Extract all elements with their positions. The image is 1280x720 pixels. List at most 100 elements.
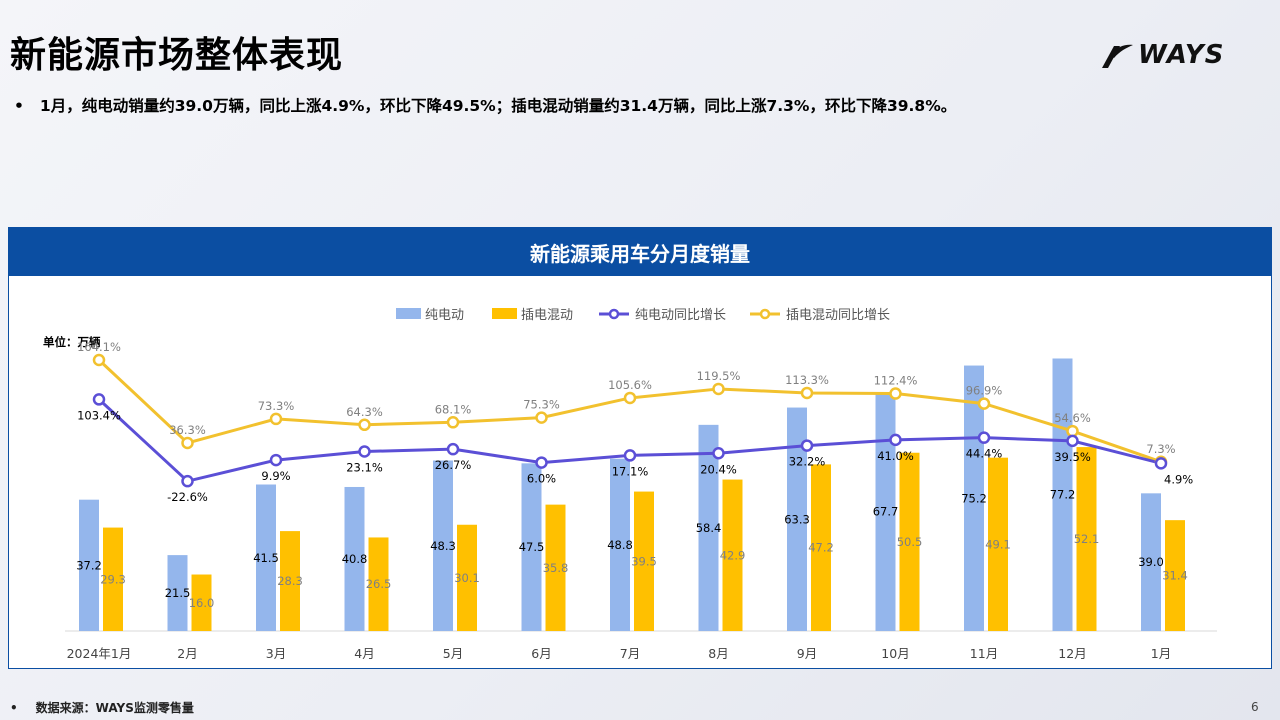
bev-growth-point <box>358 445 371 458</box>
phev-bar-label: 30.1 <box>454 571 480 585</box>
bev-growth-label: 41.0% <box>877 449 914 463</box>
phev-growth-label: 7.3% <box>1146 442 1175 456</box>
footer-source: • 数据来源：WAYS监测零售量 <box>10 699 194 716</box>
phev-growth-point <box>623 391 637 405</box>
phev-bar <box>103 527 123 631</box>
x-tick-label: 1月 <box>1151 646 1171 661</box>
legend-marker-3 <box>759 308 771 320</box>
phev-bar <box>368 537 389 631</box>
phev-growth-label: 75.3% <box>523 398 560 412</box>
phev-growth-point <box>92 353 106 367</box>
bev-bar <box>1141 493 1161 631</box>
phev-bar <box>634 491 654 631</box>
bev-bar-label: 21.5 <box>165 586 191 600</box>
x-tick-label: 2024年1月 <box>67 646 132 661</box>
phev-growth-point <box>800 386 814 400</box>
x-tick-label: 6月 <box>531 646 551 661</box>
phev-bar <box>280 531 300 631</box>
bev-growth-label: 103.4% <box>77 408 121 422</box>
phev-bar <box>457 524 477 631</box>
bev-bar-label: 37.2 <box>76 558 102 572</box>
phev-bar <box>722 479 743 631</box>
bev-bar-label: 48.8 <box>607 538 633 552</box>
bullet-marker: • <box>14 97 24 115</box>
phev-growth-label: 54.6% <box>1054 411 1091 425</box>
bev-growth-label: 6.0% <box>527 472 556 486</box>
bev-bar <box>698 424 719 631</box>
phev-bar-label: 35.8 <box>543 561 569 575</box>
bev-growth-point <box>535 456 548 469</box>
x-tick-label: 2月 <box>177 646 197 661</box>
legend-label-2: 纯电动同比增长 <box>635 308 726 323</box>
bev-bar <box>787 407 807 631</box>
phev-bar-label: 50.5 <box>897 535 923 549</box>
phev-growth-label: 164.1% <box>77 340 121 354</box>
bev-bar <box>167 555 188 631</box>
phev-bar <box>545 504 566 631</box>
bev-bar <box>875 392 896 631</box>
bev-growth-point <box>712 447 725 460</box>
phev-bar-label: 28.3 <box>277 574 303 588</box>
phev-growth-point <box>269 412 283 426</box>
phev-bar-label: 29.3 <box>100 572 126 586</box>
ways-logo-icon <box>1102 44 1133 68</box>
bev-growth-label: 26.7% <box>435 458 472 472</box>
x-tick-label: 9月 <box>797 646 817 661</box>
x-tick-label: 11月 <box>970 646 998 661</box>
phev-bar <box>1076 447 1097 631</box>
phev-bar-label: 39.5 <box>631 554 657 568</box>
bev-growth-label: 20.4% <box>700 462 737 476</box>
bev-bar-label: 58.4 <box>696 521 722 535</box>
x-tick-label: 7月 <box>620 646 640 661</box>
bev-growth-point <box>977 431 991 444</box>
bev-growth-label: -22.6% <box>167 490 208 504</box>
bev-bar <box>79 499 99 631</box>
phev-growth-label: 73.3% <box>258 399 295 413</box>
phev-growth-label: 112.4% <box>874 374 918 388</box>
bev-growth-label: 32.2% <box>789 455 826 469</box>
page-number: 6 <box>1251 700 1259 714</box>
phev-bar <box>1165 520 1185 631</box>
phev-bar <box>899 452 920 631</box>
bev-bar-label: 41.5 <box>253 551 279 565</box>
phev-bar <box>811 464 831 631</box>
bev-bar-label: 63.3 <box>784 512 810 526</box>
footer-marker: • <box>10 701 18 715</box>
phev-bar-label: 42.9 <box>720 548 746 562</box>
x-tick-label: 5月 <box>443 646 463 661</box>
legend-swatch-1 <box>492 308 517 319</box>
bev-bar <box>964 365 984 631</box>
bev-bar <box>433 460 453 631</box>
bev-growth-point <box>800 439 814 452</box>
phev-growth-point <box>1066 424 1079 438</box>
x-tick-label: 3月 <box>266 646 286 661</box>
bev-growth-point <box>446 442 460 456</box>
bev-bar <box>521 463 542 631</box>
bev-growth-point <box>1154 457 1168 470</box>
phev-growth-point <box>358 418 371 432</box>
bev-bar-label: 67.7 <box>873 505 899 519</box>
phev-growth-label: 96.9% <box>966 384 1003 398</box>
phev-bar <box>988 457 1008 631</box>
summary-text: 1月，纯电动销量约39.0万辆，同比上涨4.9%，环比下降49.5%；插电混动销… <box>39 97 957 115</box>
phev-bar-label: 31.4 <box>1162 569 1188 583</box>
phev-growth-point <box>535 411 548 424</box>
phev-growth-label: 105.6% <box>608 378 652 392</box>
phev-growth-label: 64.3% <box>346 405 383 419</box>
phev-growth-point <box>712 382 725 396</box>
bev-growth-point <box>92 393 106 406</box>
bev-bar-label: 75.2 <box>961 491 987 505</box>
bev-growth-point <box>623 449 637 462</box>
footer-text: 数据来源：WAYS监测零售量 <box>35 701 194 715</box>
sales-chart: 单位：万辆 纯电动 插电混动 纯电动同比增长 插电混动同比增长 37.229.3 2024年… <box>43 308 1217 661</box>
bev-bar <box>256 484 276 631</box>
bev-growth-point <box>889 433 902 447</box>
legend-label-0: 纯电动 <box>425 308 464 323</box>
phev-bar-label: 26.5 <box>366 577 392 591</box>
phev-growth-label: 113.3% <box>785 373 829 387</box>
bev-growth-label: 17.1% <box>612 464 649 478</box>
chart-title: 新能源乘用车分月度销量 <box>9 228 1271 276</box>
legend-swatch-0 <box>396 308 421 319</box>
x-tick-label: 4月 <box>354 646 374 661</box>
phev-growth-point <box>889 387 902 400</box>
